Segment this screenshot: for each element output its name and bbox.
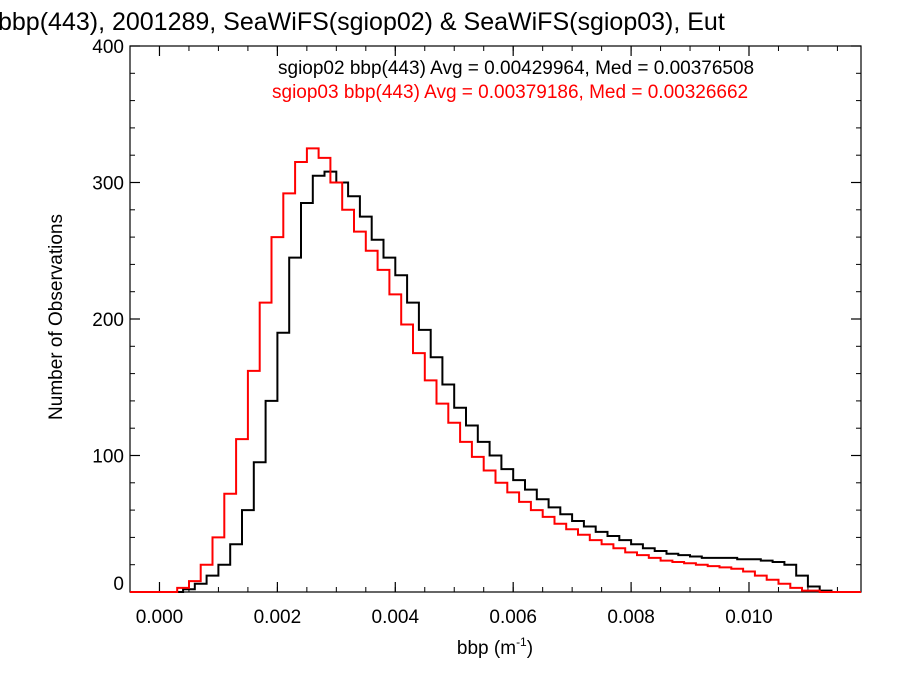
y-tick-label: 200 [92, 310, 124, 331]
y-tick-label: 0 [113, 574, 124, 595]
x-tick-label: 0.006 [489, 607, 537, 628]
y-tick-label: 100 [92, 447, 124, 468]
plot-frame [129, 45, 862, 593]
x-tick-label: 0.010 [725, 607, 773, 628]
x-axis-label-close: ) [527, 638, 533, 659]
histogram-series-0 [130, 170, 861, 593]
x-minor-ticks [129, 46, 838, 592]
y-axis-ticks: 0 100 200 300 400 [92, 37, 861, 595]
y-tick-label: 300 [92, 174, 124, 195]
histogram-series-1 [130, 147, 861, 593]
x-axis-ticks: 0.000 0.002 0.004 0.006 0.008 0.010 [136, 46, 773, 628]
x-tick-label: 0.004 [372, 607, 420, 628]
x-tick-label: 0.000 [136, 607, 184, 628]
legend-entry-sgiop03: sgiop03 bbp(443) Avg = 0.00379186, Med =… [272, 82, 748, 103]
legend-entry-sgiop02: sgiop02 bbp(443) Avg = 0.00429964, Med =… [278, 58, 754, 79]
x-axis-label-main: bbp (m [457, 638, 516, 659]
x-tick-label: 0.008 [607, 607, 655, 628]
x-axis-label: bbp (m-1) [457, 635, 533, 659]
chart-title: bbp(443), 2001289, SeaWiFS(sgiop02) & Se… [0, 8, 725, 36]
series-layer [130, 147, 861, 593]
y-axis-label: Number of Observations [46, 214, 67, 420]
x-axis-label-sup: -1 [516, 635, 527, 649]
y-tick-label: 400 [92, 37, 124, 58]
y-minor-ticks [130, 45, 861, 593]
x-tick-label: 0.002 [254, 607, 302, 628]
